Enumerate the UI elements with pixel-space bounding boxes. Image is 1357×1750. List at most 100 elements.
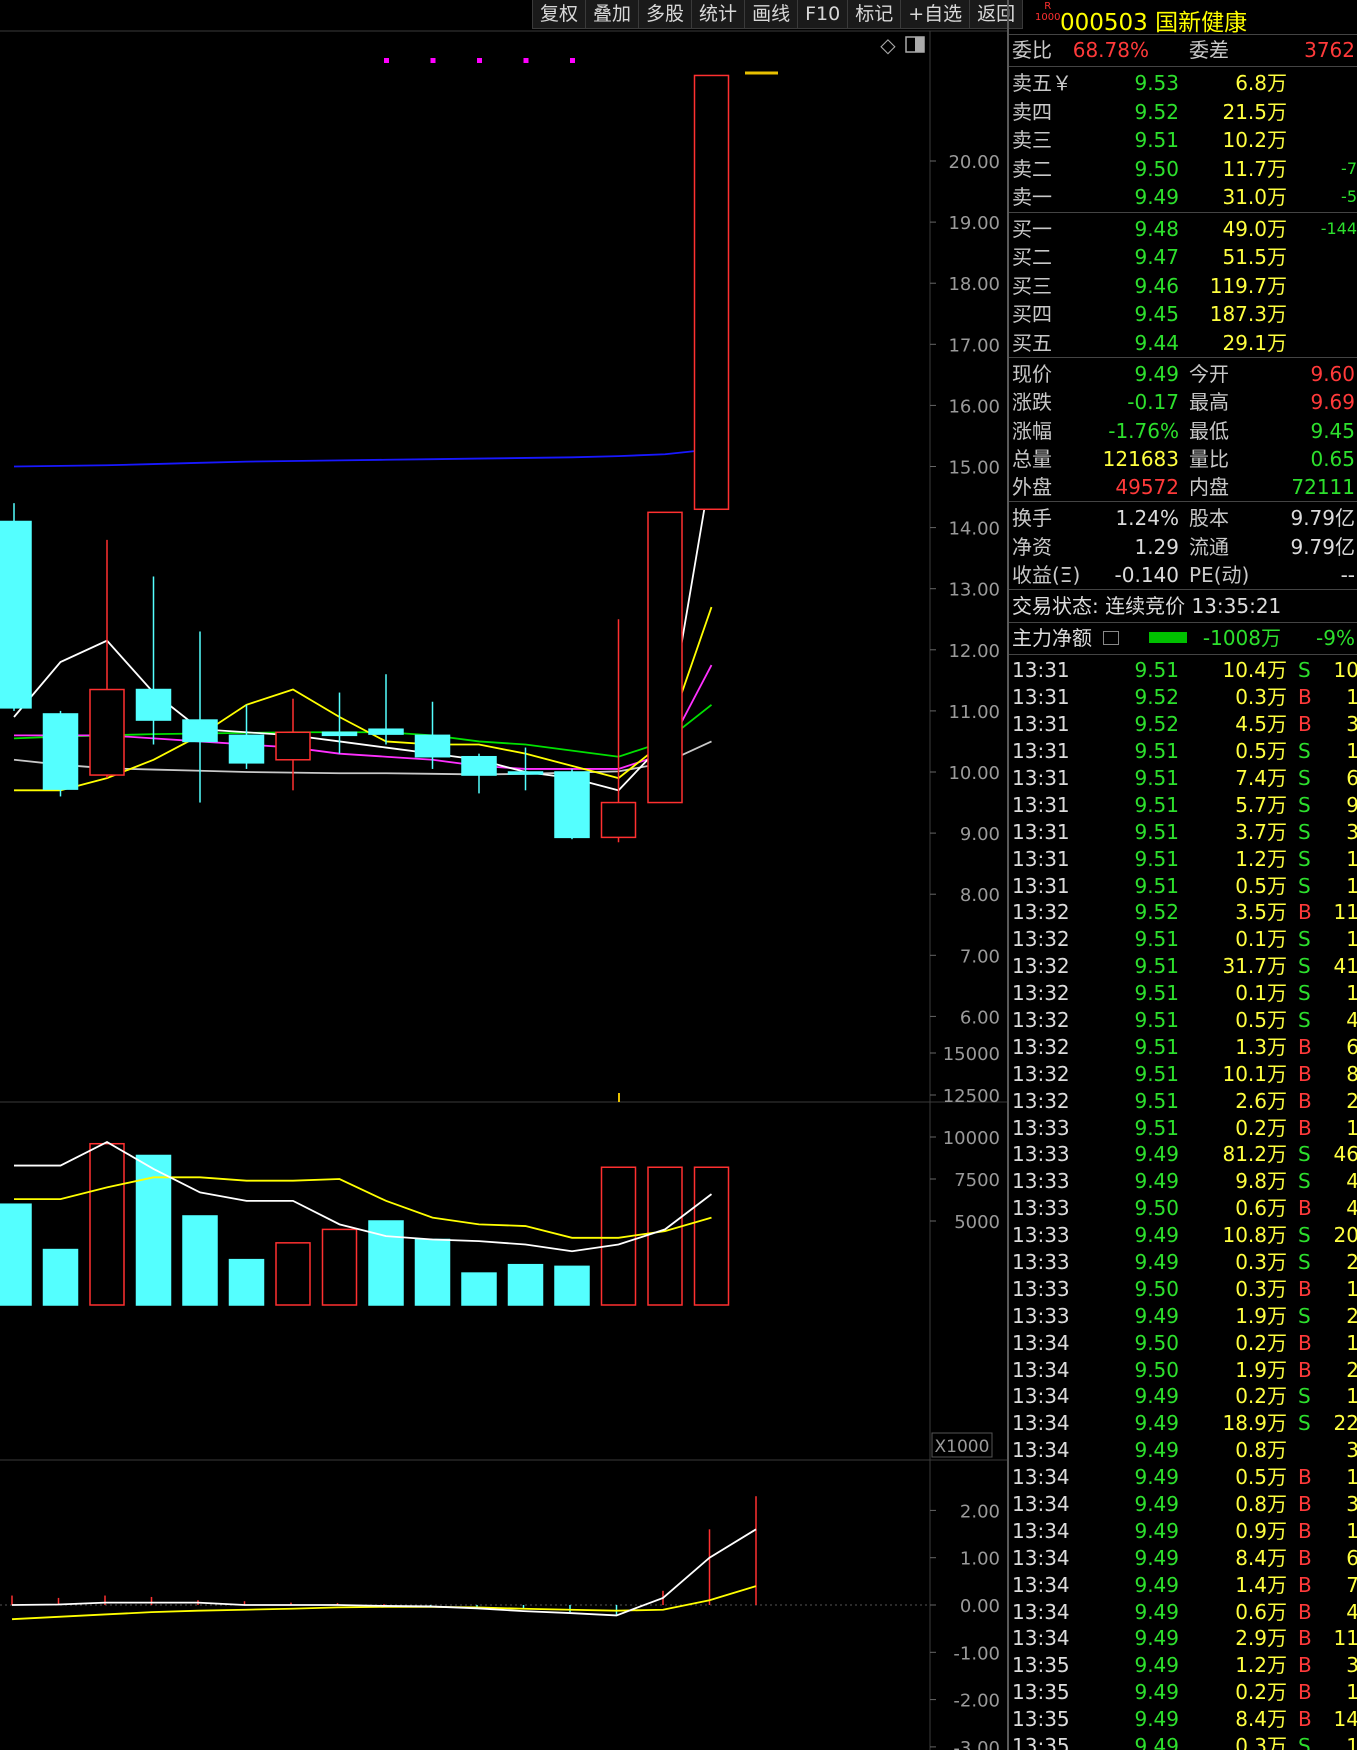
- tick-volume: 0.3万: [1235, 1249, 1287, 1274]
- tick-row[interactable]: 13:31 9.51 1.2万 S 1: [1009, 846, 1357, 873]
- stat-value: -1.76%: [1108, 418, 1179, 443]
- tick-row[interactable]: 13:32 9.51 2.6万 B 2: [1009, 1088, 1357, 1115]
- trade-status: 交易状态: 连续竞价 13:35:21: [1009, 590, 1357, 624]
- tick-row[interactable]: 13:33 9.49 1.9万 S 2: [1009, 1303, 1357, 1330]
- tick-row[interactable]: 13:34 9.49 0.6万 B 4: [1009, 1599, 1357, 1626]
- tick-row[interactable]: 13:34 9.49 18.9万 S 22: [1009, 1410, 1357, 1437]
- ma20-line: [14, 664, 713, 770]
- tick-row[interactable]: 13:32 9.52 3.5万 B 11: [1009, 899, 1357, 926]
- tick-row[interactable]: 13:34 9.50 0.2万 B 1: [1009, 1330, 1357, 1357]
- bid-level[interactable]: 买四 9.45 187.3万: [1009, 300, 1357, 329]
- tick-row[interactable]: 13:34 9.49 0.8万 3: [1009, 1437, 1357, 1464]
- tick-row[interactable]: 13:35 9.49 1.2万 B 3: [1009, 1652, 1357, 1679]
- tick-time: 13:33: [1012, 1303, 1070, 1328]
- ask-level[interactable]: 卖五￥ 9.53 6.8万: [1009, 69, 1357, 98]
- stat-row: 涨幅 -1.76% 最低 9.45: [1009, 417, 1357, 445]
- tick-row[interactable]: 13:31 9.51 5.7万 S 9: [1009, 792, 1357, 819]
- tick-row[interactable]: 13:32 9.51 31.7万 S 41: [1009, 953, 1357, 980]
- ask-level[interactable]: 卖三 9.51 10.2万: [1009, 126, 1357, 155]
- tick-row[interactable]: 13:32 9.51 0.1万 S 1: [1009, 926, 1357, 953]
- tick-row[interactable]: 13:34 9.49 0.9万 B 1: [1009, 1518, 1357, 1545]
- ask-level[interactable]: 卖四 9.52 21.5万: [1009, 98, 1357, 127]
- toolbar-button[interactable]: 统计: [691, 0, 746, 29]
- tick-row[interactable]: 13:33 9.50 0.3万 B 1: [1009, 1276, 1357, 1303]
- order-ratio-row: 委比 68.78% 委差 3762: [1009, 35, 1357, 67]
- candle-body: [89, 688, 125, 776]
- tick-row[interactable]: 13:33 9.51 0.2万 B 1: [1009, 1115, 1357, 1142]
- tick-row[interactable]: 13:35 9.49 8.4万 B 14: [1009, 1706, 1357, 1733]
- tick-count: 1: [1346, 1330, 1357, 1357]
- tick-row[interactable]: 13:32 9.51 1.3万 B 6: [1009, 1034, 1357, 1061]
- draw-tool-icon[interactable]: ◇: [880, 33, 896, 57]
- bid-level[interactable]: 买二 9.47 51.5万: [1009, 243, 1357, 272]
- toolbar-button[interactable]: 返回: [969, 0, 1024, 29]
- tick-volume: 0.9万: [1235, 1518, 1287, 1543]
- tick-row[interactable]: 13:34 9.49 1.4万 B 7: [1009, 1572, 1357, 1599]
- tick-row[interactable]: 13:33 9.49 0.3万 S 2: [1009, 1249, 1357, 1276]
- tick-row[interactable]: 13:33 9.49 81.2万 S 46: [1009, 1141, 1357, 1168]
- tick-row[interactable]: 13:31 9.51 10.4万 S 10: [1009, 657, 1357, 684]
- ask-level[interactable]: 卖二 9.50 11.7万 -7: [1009, 155, 1357, 184]
- bid-level[interactable]: 买三 9.46 119.7万: [1009, 272, 1357, 301]
- tick-row[interactable]: 13:31 9.52 0.3万 B 1: [1009, 684, 1357, 711]
- tick-row[interactable]: 13:34 9.49 0.8万 B 3: [1009, 1491, 1357, 1518]
- tick-row[interactable]: 13:31 9.51 0.5万 S 1: [1009, 873, 1357, 900]
- tick-row[interactable]: 13:31 9.51 7.4万 S 6: [1009, 765, 1357, 792]
- bid-level[interactable]: 买五 9.44 29.1万: [1009, 329, 1357, 358]
- tick-row[interactable]: 13:33 9.49 10.8万 S 20: [1009, 1222, 1357, 1249]
- toolbar-button[interactable]: +自选: [900, 0, 971, 29]
- tick-side: B: [1298, 1653, 1312, 1678]
- tick-row[interactable]: 13:33 9.49 9.8万 S 4: [1009, 1168, 1357, 1195]
- stat-label: 最低: [1189, 418, 1229, 443]
- kline-chart-area[interactable]: 20.00 19.00 18.00 17.00 16.00 15.00 14.00 13.00…: [0, 0, 1007, 1750]
- volume-bar: [507, 1263, 544, 1306]
- toolbar-button[interactable]: F10: [797, 0, 849, 29]
- level-volume: 51.5万: [1222, 245, 1287, 269]
- tick-row[interactable]: 13:34 9.49 0.5万 B 1: [1009, 1464, 1357, 1491]
- tick-row[interactable]: 13:32 9.51 0.5万 S 4: [1009, 1007, 1357, 1034]
- tick-row[interactable]: 13:31 9.51 0.5万 S 1: [1009, 738, 1357, 765]
- stat-value: 0.65: [1310, 446, 1355, 471]
- main-flow-row[interactable]: 主力净额 -1008万 -9%: [1009, 623, 1357, 656]
- tick-list[interactable]: 13:31 9.51 10.4万 S 10 13:31 9.52 0.3万 B 1 13:31 9.5…: [1009, 655, 1357, 1750]
- macd_axis-tick-label: -3.00: [953, 1738, 1000, 1750]
- tick-time: 13:33: [1012, 1223, 1070, 1248]
- level-volume: 10.2万: [1222, 128, 1287, 152]
- stat-label: 量比: [1189, 446, 1229, 471]
- bid-levels: 买一 9.48 49.0万 -144 买二 9.47 51.5万 买三 9.46 119.7万 买四…: [1009, 213, 1357, 358]
- toolbar-button[interactable]: 叠加: [585, 0, 640, 29]
- tick-count: 1: [1346, 873, 1357, 900]
- tick-row[interactable]: 13:31 9.51 3.7万 S 3: [1009, 819, 1357, 846]
- ask-level[interactable]: 卖一 9.49 31.0万 -5: [1009, 183, 1357, 212]
- toolbar-button[interactable]: 复权: [532, 0, 587, 29]
- level-price: 9.48: [1134, 216, 1179, 241]
- tick-row[interactable]: 13:35 9.49 0.3万 S 1: [1009, 1733, 1357, 1750]
- ask-levels: 卖五￥ 9.53 6.8万 卖四 9.52 21.5万 卖三 9.51 10.2万 卖二 9.50 1…: [1009, 67, 1357, 213]
- toolbar-button[interactable]: 多股: [638, 0, 693, 29]
- stat-row: 现价 9.49 今开 9.60: [1009, 360, 1357, 388]
- volume-bar: [554, 1265, 590, 1306]
- toolbar-button[interactable]: 标记: [847, 0, 902, 29]
- tick-row[interactable]: 13:34 9.49 8.4万 B 6: [1009, 1545, 1357, 1572]
- bid-level[interactable]: 买一 9.48 49.0万 -144: [1009, 215, 1357, 244]
- tick-side: S: [1298, 765, 1311, 790]
- tick-row[interactable]: 13:34 9.50 1.9万 B 2: [1009, 1357, 1357, 1384]
- tick-row[interactable]: 13:32 9.51 0.1万 S 1: [1009, 980, 1357, 1007]
- list-icon[interactable]: [1103, 631, 1119, 646]
- tick-row[interactable]: 13:33 9.50 0.6万 B 4: [1009, 1195, 1357, 1222]
- signal-marker: [384, 58, 389, 63]
- fund-row: 换手 1.24% 股本 9.79亿: [1009, 504, 1357, 532]
- signal-marker: [523, 58, 529, 63]
- toolbar-button[interactable]: 画线: [744, 0, 799, 29]
- tick-row[interactable]: 13:32 9.51 10.1万 B 8: [1009, 1061, 1357, 1088]
- tick-row[interactable]: 13:31 9.52 4.5万 B 3: [1009, 711, 1357, 738]
- tick-time: 13:32: [1012, 1007, 1070, 1032]
- fund-value: 1.29: [1134, 534, 1179, 559]
- tick-row[interactable]: 13:35 9.49 0.2万 B 1: [1009, 1679, 1357, 1706]
- tick-row[interactable]: 13:34 9.49 2.9万 B 11: [1009, 1625, 1357, 1652]
- tick-row[interactable]: 13:34 9.49 0.2万 S 1: [1009, 1383, 1357, 1410]
- tick-side: B: [1298, 1276, 1312, 1301]
- level-label: 买一: [1012, 216, 1052, 241]
- tick-volume: 1.3万: [1235, 1034, 1287, 1059]
- volume_axis-tick-label: 15000: [943, 1044, 1000, 1065]
